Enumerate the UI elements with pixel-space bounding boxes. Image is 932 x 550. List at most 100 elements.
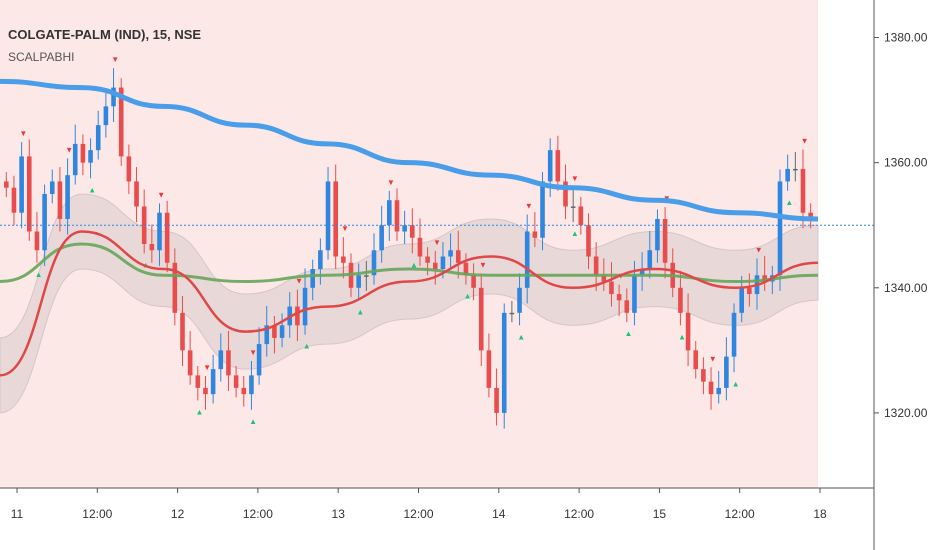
candle-body [540,181,545,238]
candle-body [65,175,70,219]
x-tick-label: 12 [171,507,185,521]
signal-up-marker: ▲ [35,270,43,279]
candle-body [486,350,492,388]
signal-up-marker: ▲ [464,292,472,301]
x-tick-label: 15 [653,507,667,521]
candle-body [333,181,338,257]
candle-body [19,156,24,213]
candle-body [356,275,361,288]
signal-down-marker: ▼ [755,245,763,254]
candle-body [264,325,270,345]
signal-up-marker: ▲ [196,407,204,416]
candle-body [547,150,553,182]
candle-body [708,381,714,395]
candle-body [203,387,208,395]
signal-up-marker: ▲ [571,229,579,238]
signal-down-marker: ▼ [111,55,119,64]
candle-body [95,125,101,151]
x-tick-label: 12:00 [243,507,273,521]
signal-down-marker: ▼ [433,238,441,247]
y-tick-label: 1360.00 [884,156,928,170]
candle-body [762,275,767,282]
signal-down-marker: ▼ [295,277,303,286]
candle-body [685,312,691,351]
ema-green-line [0,242,819,284]
ema-red-line [0,230,819,377]
candle-body [256,344,262,376]
signal-up-marker: ▲ [517,332,525,341]
candle-body [647,250,653,270]
candle-body [180,312,185,351]
candle-body [126,156,132,182]
y-tick-label: 1340.00 [884,281,928,295]
signal-down-marker: ▼ [479,260,487,269]
signal-up-marker: ▲ [678,332,686,341]
candle-body [593,256,599,276]
candle-body [341,256,346,263]
candle-body [111,87,116,107]
y-tick-label: 1380.00 [884,31,928,45]
signal-down-marker: ▼ [571,174,579,183]
candle-body [149,244,155,251]
candle-body [448,250,453,257]
indicator-legend[interactable]: SCALPABHI [8,50,75,64]
candle-body [624,300,630,313]
symbol-legend[interactable]: COLGATE-PALM (IND), 15, NSE [8,27,202,42]
candle-body [739,287,744,313]
candle-body [731,312,737,357]
candle-body [532,231,538,238]
candle-body [325,181,331,251]
candle-body [586,225,591,257]
candle-body [509,312,515,315]
signal-down-marker: ▼ [525,202,533,211]
y-tick-label: 1320.00 [884,406,928,420]
signal-down-marker: ▼ [157,190,165,199]
candle-body [72,143,78,176]
x-tick-label: 12:00 [403,507,433,521]
candle-body [80,143,86,163]
candle-body [578,206,584,226]
candle-body [724,356,729,388]
candle-body [57,181,63,219]
signal-down-marker: ▼ [203,363,211,372]
ema-long-line [0,78,819,222]
signal-up-marker: ▲ [249,417,257,426]
candle-body [432,262,438,270]
signal-down-marker: ▼ [341,224,349,233]
x-tick-label: 12:00 [82,507,112,521]
x-tick-label: 11 [11,507,24,521]
candle-body [655,218,660,251]
signal-up-marker: ▲ [410,260,418,269]
candle-body [249,375,254,395]
candle-body [555,150,561,182]
signal-up-marker: ▲ [303,342,311,351]
candle-body [440,256,446,270]
candle-body [364,275,369,277]
signal-up-marker: ▲ [785,198,793,207]
candle-body [157,212,162,251]
candle-body [402,225,407,232]
candle-body [793,168,798,171]
candle-body [379,225,384,251]
signal-down-marker: ▼ [19,129,27,138]
candle-body [103,106,109,126]
candle-body [118,87,124,157]
candle-body [632,275,637,313]
candle-body [563,181,568,207]
candle-body [11,187,17,213]
candle-body [272,325,277,338]
signal-down-marker: ▼ [249,348,257,357]
candle-body [410,225,415,238]
candle-body [501,312,507,413]
candle-body [49,181,55,194]
candle-body [394,200,400,232]
candle-body [616,294,622,301]
candle-body [455,250,461,263]
candle-body [164,212,170,263]
x-tick-label: 18 [813,507,827,521]
candle-body [371,250,377,276]
candle-body [570,206,576,208]
candle-body [716,387,722,395]
candle-body [639,269,645,276]
